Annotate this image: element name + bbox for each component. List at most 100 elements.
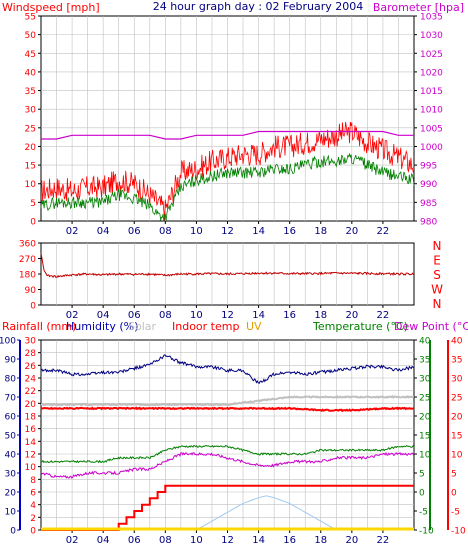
wind-direction-panel: 0 N 90 E 180 S 270 W 360 N 02 04 06 08 10 12 14 16 18 20 22 [19,239,443,321]
dewpoint-tick-label: 20 [451,413,463,423]
wind-direction-series [40,253,415,278]
humidity-tick-label: 30 [5,470,17,480]
rain-tick-label: 14 [25,438,37,448]
rain-tick-label: 12 [25,451,36,461]
wind-x-tick-label: 12 [221,226,234,237]
wind-y-tick-label: 40 [25,68,37,78]
uv-legend: UV [246,320,262,333]
rain-tick-label: 24 [25,375,37,385]
dewpoint-tick-label: -5 [451,508,460,518]
climate-x-tick-label: 08 [159,535,172,546]
indoor-series [40,406,415,413]
wind-x-tick-label: 14 [252,226,265,237]
barometer-tick-label: 1035 [420,13,443,23]
wind-x-tick-label: 18 [314,226,327,237]
humidity-tick-label: 50 [5,432,17,442]
wind-barometer-panel: 0510152025303540455055980985990995100010… [25,13,444,238]
temperature-tick-label: 10 [419,451,431,461]
rain-tick-label: 18 [25,413,37,423]
wind-x-tick-label: 06 [128,226,141,237]
barometer-tick-label: 990 [420,180,437,190]
wind-y-tick-label: 10 [25,180,37,190]
climate-x-tick-label: 16 [283,535,296,546]
climate-x-tick-label: 18 [314,535,327,546]
humidity-tick-label: 70 [5,394,17,404]
rain-humidity-temperature-panel: 0102030405060708090100024681012141618202… [0,337,466,547]
dewpoint-tick-label: 30 [451,375,463,385]
direction-x-tick-label: 20 [345,310,358,321]
temperature-tick-label: 35 [419,356,430,366]
direction-x-tick-label: 08 [159,310,172,321]
wind-x-tick-label: 20 [345,226,358,237]
climate-x-tick-label: 20 [345,535,358,546]
barometer-tick-label: 1005 [420,124,443,134]
solar-series [40,395,415,407]
barometer-tick-label: 1020 [420,68,443,78]
wind-y-tick-label: 20 [25,143,37,153]
wind-y-tick-label: 45 [25,50,36,60]
rain-tick-label: 0 [30,527,36,537]
dewpoint-tick-label: 15 [451,432,462,442]
dewpoint-tick-label: 40 [451,337,463,347]
dewpoint-tick-label: 25 [451,394,462,404]
compass-label: N [433,297,442,311]
humidity-tick-label: 10 [5,508,17,518]
wind-y-tick-label: 25 [25,124,36,134]
temperature-tick-label: 25 [419,394,430,404]
temperature-tick-label: 30 [419,375,431,385]
dewpoint-tick-label: 10 [451,451,463,461]
barometer-tick-label: 1010 [420,106,443,116]
direction-y-tick-label: 180 [19,271,36,281]
dewpoint-tick-label: 5 [451,470,457,480]
indoor-temp-legend: Indoor temp [172,320,239,333]
wind-gust-series [40,121,415,221]
dewpoint-tick-label: 0 [451,489,457,499]
direction-x-tick-label: 22 [377,310,390,321]
barometer-tick-label: 1000 [420,143,443,153]
humidity-tick-label: 60 [5,413,17,423]
temperature-tick-label: 15 [419,432,430,442]
direction-y-tick-label: 270 [19,255,36,265]
temperature-tick-label: 0 [419,489,425,499]
rain-tick-label: 26 [25,362,37,372]
climate-x-tick-label: 04 [97,535,110,546]
rainfall-legend: Rainfall (mm) [2,320,76,333]
direction-x-tick-label: 14 [252,310,265,321]
wind-x-tick-label: 08 [159,226,172,237]
direction-x-tick-label: 12 [221,310,234,321]
temperature-tick-label: -10 [419,527,434,537]
wind-y-tick-label: 15 [25,162,36,172]
rain-tick-label: 8 [30,476,36,486]
direction-x-tick-label: 16 [283,310,296,321]
dew-point-legend: Dew Point (°C) [394,320,468,333]
humidity-series [40,354,415,384]
wind-x-tick-label: 02 [66,226,79,237]
rain-tick-label: 2 [30,514,36,524]
climate-x-tick-label: 10 [190,535,203,546]
rain-tick-label: 16 [25,425,37,435]
wind-y-tick-label: 30 [25,106,37,116]
rain-tick-label: 28 [25,349,37,359]
rain-tick-label: 20 [25,400,37,410]
barometer-tick-label: 980 [420,218,437,228]
temperature-tick-label: -5 [419,508,428,518]
rain-tick-label: 6 [30,489,36,499]
barometer-tick-label: 1015 [420,87,443,97]
direction-y-tick-label: 0 [30,302,36,312]
wind-x-tick-label: 10 [190,226,203,237]
temperature-legend: Temperature (°C) [312,320,408,333]
compass-label: S [433,268,441,282]
compass-label: E [433,254,441,268]
humidity-legend: Humidity (%) [66,320,138,333]
barometer-tick-label: 1030 [420,31,443,41]
rain-tick-label: 30 [25,337,37,347]
rain-tick-label: 10 [25,463,37,473]
barometer-tick-label: 985 [420,199,437,209]
humidity-tick-label: 90 [5,356,17,366]
wind-x-tick-label: 16 [283,226,296,237]
climate-x-tick-label: 14 [252,535,265,546]
climate-x-tick-label: 02 [66,535,79,546]
temperature-tick-label: 40 [419,337,431,347]
wind-average-series [40,152,415,222]
